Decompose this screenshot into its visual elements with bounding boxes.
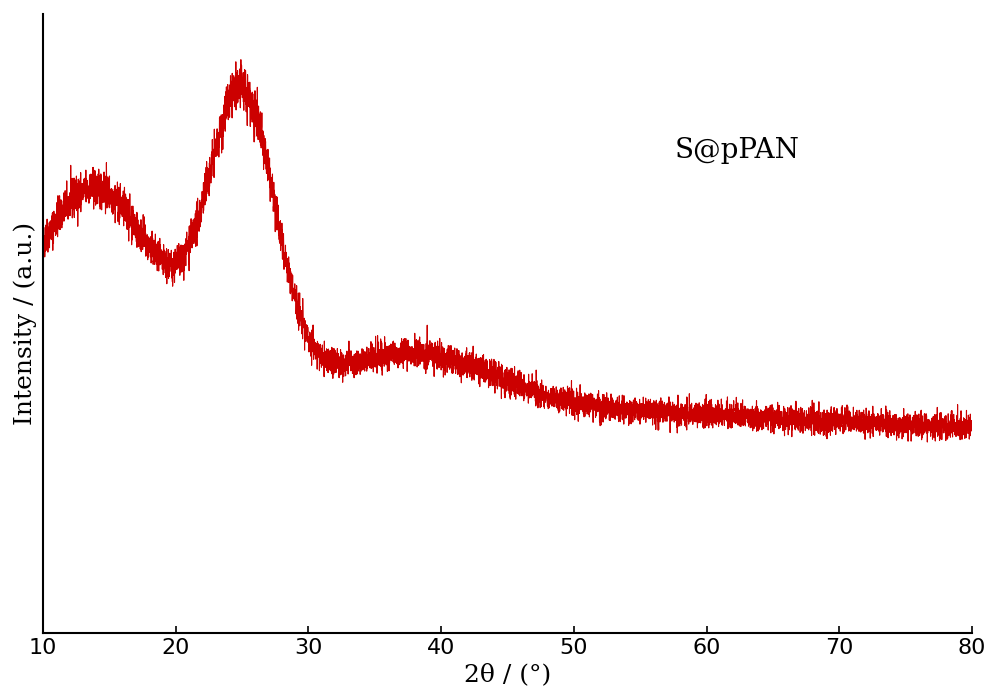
- Y-axis label: Intensity / (a.u.): Intensity / (a.u.): [14, 222, 37, 425]
- X-axis label: 2θ / (°): 2θ / (°): [464, 663, 551, 686]
- Text: S@pPAN: S@pPAN: [675, 136, 800, 164]
